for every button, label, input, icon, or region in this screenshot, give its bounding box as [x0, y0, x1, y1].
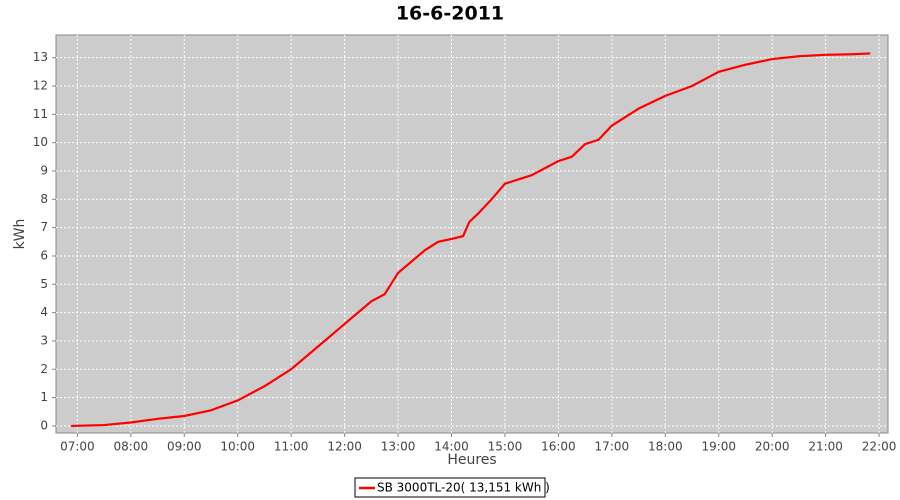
- x-tick-label: 16:00: [541, 440, 576, 454]
- x-tick-label: 18:00: [648, 440, 683, 454]
- y-tick-label: 3: [40, 333, 48, 347]
- y-tick-label: 4: [40, 305, 48, 319]
- y-tick-label: 12: [33, 78, 48, 92]
- y-tick-label: 9: [40, 163, 48, 177]
- x-tick-label: 07:00: [60, 440, 95, 454]
- y-axis-label: kWh: [12, 219, 28, 250]
- x-tick-label: 15:00: [488, 440, 523, 454]
- y-tick-label: 7: [40, 220, 48, 234]
- y-tick-label: 8: [40, 192, 48, 206]
- x-tick-label: 22:00: [862, 440, 897, 454]
- x-tick-label: 09:00: [167, 440, 202, 454]
- legend-label: SB 3000TL-20( 13,151 kWh ): [377, 481, 550, 495]
- x-tick-label: 08:00: [114, 440, 149, 454]
- y-tick-label: 6: [40, 248, 48, 262]
- y-tick-label: 5: [40, 277, 48, 291]
- x-tick-label: 13:00: [381, 440, 416, 454]
- x-tick-label: 20:00: [755, 440, 790, 454]
- x-axis-label: Heures: [447, 452, 496, 468]
- x-tick-label: 10:00: [220, 440, 255, 454]
- x-tick-label: 11:00: [274, 440, 309, 454]
- legend: [354, 477, 546, 498]
- y-tick-label: 0: [40, 418, 48, 432]
- x-tick-label: 21:00: [808, 440, 843, 454]
- y-tick-label: 2: [40, 362, 48, 376]
- y-tick-label: 10: [33, 135, 48, 149]
- y-tick-label: 13: [33, 50, 48, 64]
- data-line: [71, 52, 871, 428]
- y-tick-label: 1: [40, 390, 48, 404]
- x-tick-label: 14:00: [434, 440, 469, 454]
- x-tick-label: 12:00: [327, 440, 362, 454]
- plot-area: [55, 34, 889, 434]
- x-tick-label: 19:00: [701, 440, 736, 454]
- chart-title: 16-6-2011: [396, 3, 504, 25]
- y-tick-label: 11: [33, 107, 48, 121]
- x-tick-label: 17:00: [595, 440, 630, 454]
